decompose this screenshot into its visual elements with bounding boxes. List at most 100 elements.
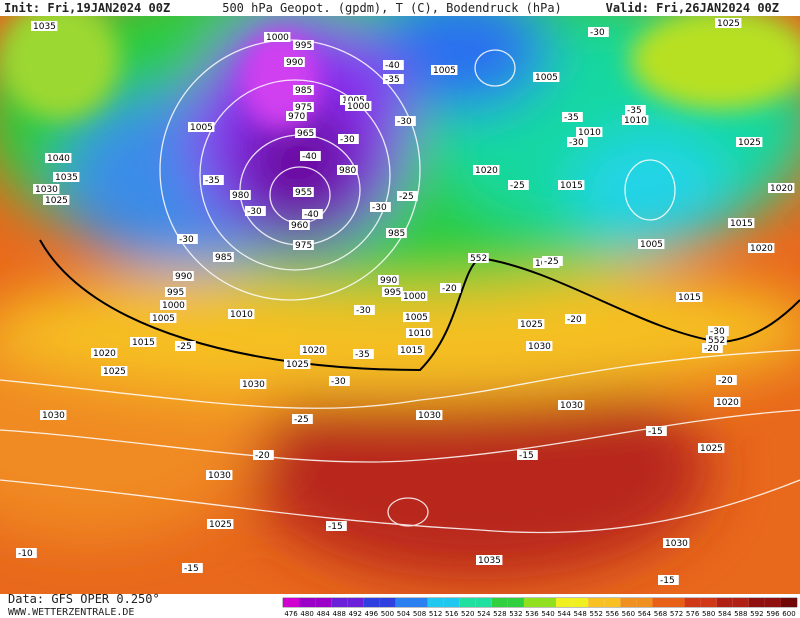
pressure-label: 1005 (638, 239, 665, 250)
colorbar-label: 524 (477, 610, 491, 618)
pressure-label: 1025 (715, 18, 742, 29)
colorbar-label: 596 (766, 610, 780, 618)
colorbar-cell (523, 598, 540, 607)
pressure-label: 985 (213, 252, 234, 263)
pressure-label: 1035 (476, 555, 503, 566)
pressure-label: 1035 (31, 21, 58, 32)
temperature-label-text: -15 (184, 564, 199, 574)
label-box (706, 335, 727, 345)
pressure-label: 1030 (40, 410, 67, 421)
pressure-label: 1005 (150, 313, 177, 324)
pressure-label: 1000 (345, 101, 372, 112)
pressure-label: 1015 (398, 345, 425, 356)
pressure-label-text: 995 (384, 288, 401, 298)
temperature-label-text: -20 (442, 284, 457, 294)
temperature-label-text: -30 (710, 327, 725, 337)
temperature-label-text: -35 (355, 350, 370, 360)
temperature-label-text: -30 (331, 377, 346, 387)
temperature-label-text: -15 (660, 576, 675, 586)
label-box (728, 218, 755, 228)
pressure-label-text: 1035 (478, 556, 501, 566)
pressure-label: 1030 (33, 184, 60, 195)
label-box (403, 312, 430, 322)
pressure-label-text: 995 (167, 288, 184, 298)
temperature-label-text: -20 (567, 315, 582, 325)
label-box (401, 291, 428, 301)
temperature-label-text: -30 (590, 28, 605, 38)
pressure-label-text: 1025 (45, 196, 68, 206)
temperature-label: -30 (329, 376, 350, 387)
label-box (295, 128, 316, 138)
colorbar-label: 584 (718, 610, 732, 618)
label-box (293, 187, 314, 197)
label-box (40, 410, 67, 420)
temperature-label-text: -15 (328, 522, 343, 532)
label-box (345, 101, 372, 111)
temperature-label: -30 (245, 206, 266, 217)
pressure-label-text: 1020 (750, 244, 773, 254)
colorbar-cell (363, 598, 380, 607)
label-box (340, 95, 367, 105)
pressure-label: 1020 (748, 243, 775, 254)
temperature-label-text: -25 (177, 342, 192, 352)
pressure-label: 1020 (768, 183, 795, 194)
pressure-label: 1010 (622, 115, 649, 126)
colorbar-label: 532 (509, 610, 522, 618)
pressure-label-text: 980 (339, 166, 356, 176)
temperature-label-text: -30 (179, 235, 194, 245)
pressure-label: 1005 (533, 72, 560, 83)
pressure-label-text: 1025 (700, 444, 723, 454)
label-box (416, 410, 443, 420)
pressure-label: 1035 (53, 172, 80, 183)
label-box (508, 180, 529, 190)
pressure-label: 1030 (240, 379, 267, 390)
pressure-label: 1005 (403, 312, 430, 323)
colorbar-label: 572 (670, 610, 683, 618)
label-box (588, 27, 609, 37)
label-box (286, 111, 307, 121)
pressure-label-text: 1020 (770, 184, 793, 194)
colorbar-label: 576 (686, 610, 700, 618)
pressure-label: 1000 (401, 291, 428, 302)
pressure-label-text: 985 (215, 253, 232, 263)
pressure-label: 985 (386, 228, 407, 239)
label-box (228, 309, 255, 319)
label-box (240, 379, 267, 389)
height-label-text: 552 (470, 254, 487, 264)
pressure-label-text: 1010 (230, 310, 253, 320)
pressure-label: 955 (293, 187, 314, 198)
pressure-label-text: 970 (288, 112, 305, 122)
label-box (625, 105, 646, 115)
label-box (213, 252, 234, 262)
colorbar-label: 476 (284, 610, 298, 618)
temperature-label: -30 (395, 116, 416, 127)
label-box (714, 397, 741, 407)
pressure-label: 1025 (207, 519, 234, 530)
pressure-label: 1010 (228, 309, 255, 320)
label-box (300, 345, 327, 355)
colorbar-label: 564 (638, 610, 652, 618)
label-box (173, 271, 194, 281)
label-box (293, 85, 314, 95)
label-box (383, 60, 404, 70)
temperature-label-text: -15 (648, 427, 663, 437)
init-time: Init: Fri,19JAN2024 00Z (4, 1, 170, 15)
pressure-label: 995 (165, 287, 186, 298)
pressure-label-text: 1010 (578, 128, 601, 138)
label-box (302, 209, 323, 219)
pressure-label-text: 1000 (347, 102, 370, 112)
colorbar-label: 588 (734, 610, 747, 618)
pressure-label-text: 1005 (405, 313, 428, 323)
temperature-label: -25 (292, 414, 313, 425)
temperature-label: -35 (625, 105, 646, 116)
label-box (558, 180, 585, 190)
label-box (338, 134, 359, 144)
temperature-label-text: -10 (18, 549, 33, 559)
label-box (658, 575, 679, 585)
colorbar-cell (716, 598, 733, 607)
temperature-label-text: -30 (397, 117, 412, 127)
colorbar-label: 508 (413, 610, 426, 618)
temperature-label-text: -30 (372, 203, 387, 213)
colorbar-label: 540 (541, 610, 554, 618)
pressure-label-text: 1020 (475, 166, 498, 176)
